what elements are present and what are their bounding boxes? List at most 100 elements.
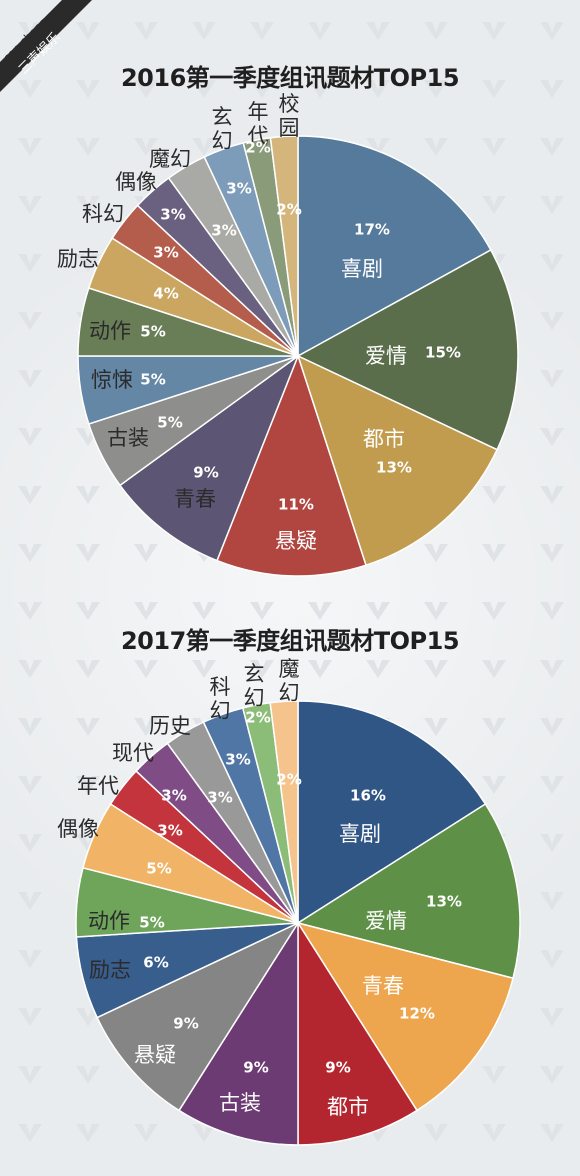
background-chevron xyxy=(540,196,564,214)
category-label: 校 xyxy=(279,92,300,116)
category-label: 历史 xyxy=(149,714,191,738)
percent-label: 9% xyxy=(325,1059,350,1077)
background-chevron xyxy=(482,660,506,678)
pie-chart-2016: 喜剧 17% 爱情 15% 都市 13% 悬疑 11% 青春 9% 古装 5% 惊悚 5% 动作 5% 励志 4%… xyxy=(57,92,519,577)
background-chevron xyxy=(482,80,506,98)
category-label: 年 xyxy=(248,100,269,124)
background-chevron xyxy=(424,1124,448,1142)
background-chevron xyxy=(18,138,42,156)
background-chevron xyxy=(134,138,158,156)
pie-slice xyxy=(296,921,514,1112)
percent-label: 5% xyxy=(139,914,164,932)
background-chevron xyxy=(424,138,448,156)
category-label: 幻 xyxy=(244,686,265,710)
pie-slice xyxy=(297,920,418,1146)
background-chevron xyxy=(482,718,506,736)
percent-label: 3% xyxy=(211,222,236,240)
category-label: 励志 xyxy=(57,247,99,271)
percent-label: 3% xyxy=(157,822,182,840)
category-label: 魔幻 xyxy=(149,147,191,171)
pie-slice xyxy=(296,803,521,980)
category-label: 都市 xyxy=(327,1095,369,1119)
background-chevron xyxy=(76,254,100,272)
background-chevron xyxy=(308,660,332,678)
background-chevron xyxy=(18,1124,42,1142)
percent-label: 2% xyxy=(245,139,270,157)
category-label: 青春 xyxy=(174,487,216,511)
background-chevron xyxy=(76,1066,100,1084)
chart-title-2016: 2016第一季度组讯题材TOP15 xyxy=(120,64,460,92)
background-chevron xyxy=(540,1124,564,1142)
background-chevron xyxy=(250,660,274,678)
background-chevron xyxy=(540,544,564,562)
background-chevron xyxy=(18,834,42,852)
category-label: 爱情 xyxy=(365,909,407,933)
background-chevron xyxy=(76,80,100,98)
pie-slice xyxy=(269,700,299,924)
category-label: 都市 xyxy=(363,427,405,451)
background-chevron xyxy=(18,1066,42,1084)
percent-label: 12% xyxy=(399,1005,435,1023)
percent-label: 11% xyxy=(278,496,314,514)
background-chevron xyxy=(76,1008,100,1026)
background-chevron xyxy=(308,80,332,98)
category-label: 园 xyxy=(279,116,300,140)
category-label: 励志 xyxy=(89,958,131,982)
category-label: 年代 xyxy=(77,774,119,798)
percent-label: 6% xyxy=(143,954,168,972)
percent-label: 13% xyxy=(376,459,412,477)
background-chevron xyxy=(76,544,100,562)
background-chevron xyxy=(424,718,448,736)
pie-slice xyxy=(296,248,519,451)
background-chevron xyxy=(482,602,506,620)
percent-label: 4% xyxy=(153,285,178,303)
background-chevron xyxy=(540,660,564,678)
background-chevron xyxy=(134,1124,158,1142)
background-chevron xyxy=(482,196,506,214)
background-chevron xyxy=(540,254,564,272)
background-chevron xyxy=(134,602,158,620)
category-label: 偶像 xyxy=(115,170,157,194)
category-label: 爱情 xyxy=(365,344,407,368)
background-chevron xyxy=(540,834,564,852)
background-chevron xyxy=(482,544,506,562)
category-label: 幻 xyxy=(210,699,231,723)
background-chevron xyxy=(192,138,216,156)
background-chevron xyxy=(482,486,506,504)
background-chevron xyxy=(18,892,42,910)
percent-label: 15% xyxy=(425,344,461,362)
background-chevron xyxy=(18,1008,42,1026)
percent-label: 3% xyxy=(225,751,250,769)
background-chevron xyxy=(540,22,564,40)
background-chevron xyxy=(424,22,448,40)
percent-label: 17% xyxy=(354,221,390,239)
category-label: 惊悚 xyxy=(91,368,133,392)
background-chevron xyxy=(366,80,390,98)
percent-label: 5% xyxy=(146,860,171,878)
background-chevron xyxy=(540,486,564,504)
pie-slice xyxy=(297,135,492,358)
background-chevron xyxy=(18,196,42,214)
background-chevron xyxy=(250,602,274,620)
background-chevron xyxy=(18,660,42,678)
background-chevron xyxy=(76,1124,100,1142)
background-chevron xyxy=(482,22,506,40)
percent-label: 3% xyxy=(153,244,178,262)
chart-title-2017: 2017第一季度组讯题材TOP15 xyxy=(120,627,460,655)
background-chevron xyxy=(18,718,42,736)
background-chevron xyxy=(540,776,564,794)
background-chevron xyxy=(540,370,564,388)
pie-slice xyxy=(96,921,301,1112)
category-label: 偶像 xyxy=(57,817,99,841)
percent-label: 5% xyxy=(157,414,182,432)
background-chevron xyxy=(76,22,100,40)
background-chevron xyxy=(482,776,506,794)
percent-label: 3% xyxy=(226,180,251,198)
background-chevron xyxy=(18,602,42,620)
background-chevron xyxy=(18,486,42,504)
background-chevron xyxy=(424,544,448,562)
category-label: 悬疑 xyxy=(275,529,317,553)
background-chevron xyxy=(76,196,100,214)
background-chevron xyxy=(540,602,564,620)
background-chevron xyxy=(540,1008,564,1026)
